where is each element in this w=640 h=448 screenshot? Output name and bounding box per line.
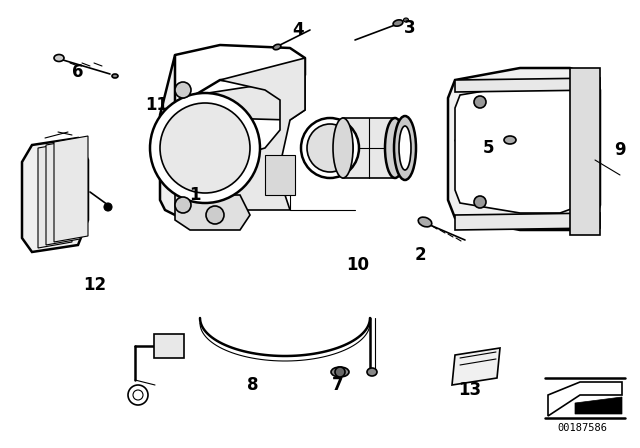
Text: 8: 8 [247,376,259,394]
Ellipse shape [367,368,377,376]
Polygon shape [343,118,395,178]
Polygon shape [548,382,622,416]
Polygon shape [22,138,88,252]
Text: 2: 2 [414,246,426,264]
Ellipse shape [54,55,64,61]
Polygon shape [455,78,600,92]
Ellipse shape [331,367,349,377]
Text: 1: 1 [189,186,201,204]
Ellipse shape [403,18,408,22]
Text: 11: 11 [145,96,168,114]
Polygon shape [575,397,622,414]
Ellipse shape [399,126,411,170]
Circle shape [206,206,224,224]
Polygon shape [46,139,80,245]
Circle shape [474,196,486,208]
Circle shape [335,367,345,377]
Polygon shape [448,68,600,230]
Ellipse shape [273,44,281,50]
Circle shape [175,197,191,213]
Polygon shape [455,213,600,230]
Ellipse shape [504,136,516,144]
Circle shape [175,82,191,98]
Text: 7: 7 [332,376,344,394]
Circle shape [474,96,486,108]
Text: 6: 6 [72,63,84,81]
Polygon shape [195,75,305,125]
Ellipse shape [419,217,432,227]
Ellipse shape [301,118,359,178]
Text: 00187586: 00187586 [557,423,607,433]
Text: 5: 5 [483,139,493,157]
Ellipse shape [393,20,403,26]
Polygon shape [452,348,500,385]
Ellipse shape [307,124,353,172]
Polygon shape [570,68,600,235]
Polygon shape [200,58,305,210]
Ellipse shape [394,116,416,180]
Circle shape [104,203,112,211]
Text: 12: 12 [83,276,107,294]
Polygon shape [455,85,585,213]
Text: 13: 13 [458,381,481,399]
Polygon shape [38,142,72,248]
Polygon shape [175,195,250,230]
Text: 10: 10 [346,256,369,274]
Circle shape [160,103,250,193]
Ellipse shape [333,118,353,178]
Text: 3: 3 [404,19,416,37]
FancyBboxPatch shape [154,334,184,358]
Ellipse shape [385,118,405,178]
Text: 4: 4 [292,21,304,39]
Text: 9: 9 [614,141,626,159]
Polygon shape [54,136,88,242]
Ellipse shape [112,74,118,78]
Polygon shape [160,55,200,215]
Circle shape [150,93,260,203]
Polygon shape [265,155,295,195]
